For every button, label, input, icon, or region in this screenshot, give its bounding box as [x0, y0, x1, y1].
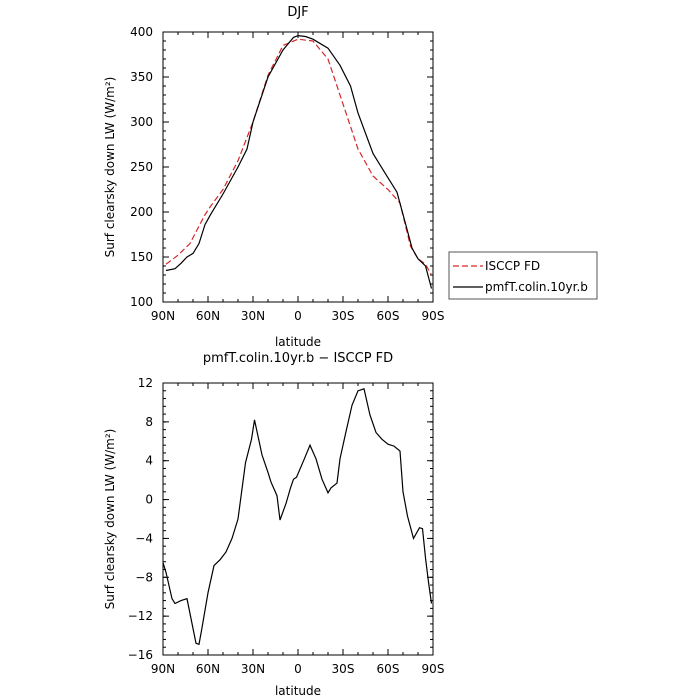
x-tick-label: 30S — [332, 662, 355, 676]
chart-top: DJF 90N 60N 30N 0 30S 60S 90S 100 150 200 250 300 3… — [103, 5, 598, 349]
legend-label-isccp: ISCCP FD — [485, 259, 540, 273]
chart-top-title: DJF — [287, 5, 308, 20]
chart-top-x-tick-labels: 90N 60N 30N 0 30S 60S 90S — [151, 309, 445, 323]
y-tick-label: 350 — [130, 70, 153, 84]
x-tick-label: 30S — [332, 309, 355, 323]
chart-top-y-tick-labels: 100 150 200 250 300 350 400 — [130, 25, 153, 309]
legend-box — [448, 251, 598, 300]
y-tick-label: 400 — [130, 25, 153, 39]
chart-bottom-plot-area — [162, 382, 434, 656]
series-line-0-0 — [165, 38, 433, 276]
y-tick-label: 8 — [145, 415, 153, 429]
chart-bottom-xlabel: latitude — [275, 684, 321, 698]
y-tick-label: −12 — [128, 609, 153, 623]
y-tick-label: 200 — [130, 205, 153, 219]
x-tick-label: 90S — [422, 662, 445, 676]
chart-bottom-x-tick-labels: 90N 60N 30N 0 30S 60S 90S — [151, 662, 445, 676]
y-tick-label: −8 — [135, 570, 153, 584]
legend-label-pmft: pmfT.colin.10yr.b — [485, 280, 588, 294]
chart-top-series — [165, 34, 433, 289]
x-tick-label: 60S — [377, 662, 400, 676]
y-tick-label: 150 — [130, 250, 153, 264]
x-tick-label: 90N — [151, 662, 175, 676]
x-tick-label: 30N — [241, 662, 265, 676]
chart-top-plot-area — [162, 31, 434, 303]
y-tick-label: 12 — [138, 376, 153, 390]
x-tick-label: 60N — [196, 309, 220, 323]
chart-bottom: pmfT.colin.10yr.b − ISCCP FD 90N 60N 30N 0 3… — [103, 351, 444, 698]
chart-bottom-series — [162, 388, 433, 646]
x-tick-label: 60N — [196, 662, 220, 676]
x-tick-label: 90N — [151, 309, 175, 323]
chart-top-legend: ISCCP FD pmfT.colin.10yr.b — [448, 251, 598, 300]
y-tick-label: 250 — [130, 160, 153, 174]
y-tick-label: 100 — [130, 295, 153, 309]
x-tick-label: 0 — [294, 662, 302, 676]
x-tick-label: 60S — [377, 309, 400, 323]
y-tick-label: 4 — [145, 454, 153, 468]
chart-bottom-ylabel: Surf clearsky down LW (W/m²) — [103, 429, 117, 610]
chart-bottom-ticks — [162, 382, 434, 656]
x-tick-label: 30N — [241, 309, 265, 323]
series-line-1-0 — [162, 388, 433, 646]
chart-bottom-y-tick-labels: −16 −12 −8 −4 0 4 8 12 — [128, 376, 153, 662]
x-tick-label: 90S — [422, 309, 445, 323]
y-tick-label: 300 — [130, 115, 153, 129]
series-line-0-1 — [165, 34, 433, 289]
chart-top-xlabel: latitude — [275, 335, 321, 349]
y-tick-label: −16 — [128, 648, 153, 662]
chart-top-ticks — [162, 31, 434, 303]
y-tick-label: −4 — [135, 531, 153, 545]
chart-bottom-title: pmfT.colin.10yr.b − ISCCP FD — [203, 351, 393, 366]
y-tick-label: 0 — [145, 493, 153, 507]
x-tick-label: 0 — [294, 309, 302, 323]
chart-top-ylabel: Surf clearsky down LW (W/m²) — [103, 77, 117, 258]
